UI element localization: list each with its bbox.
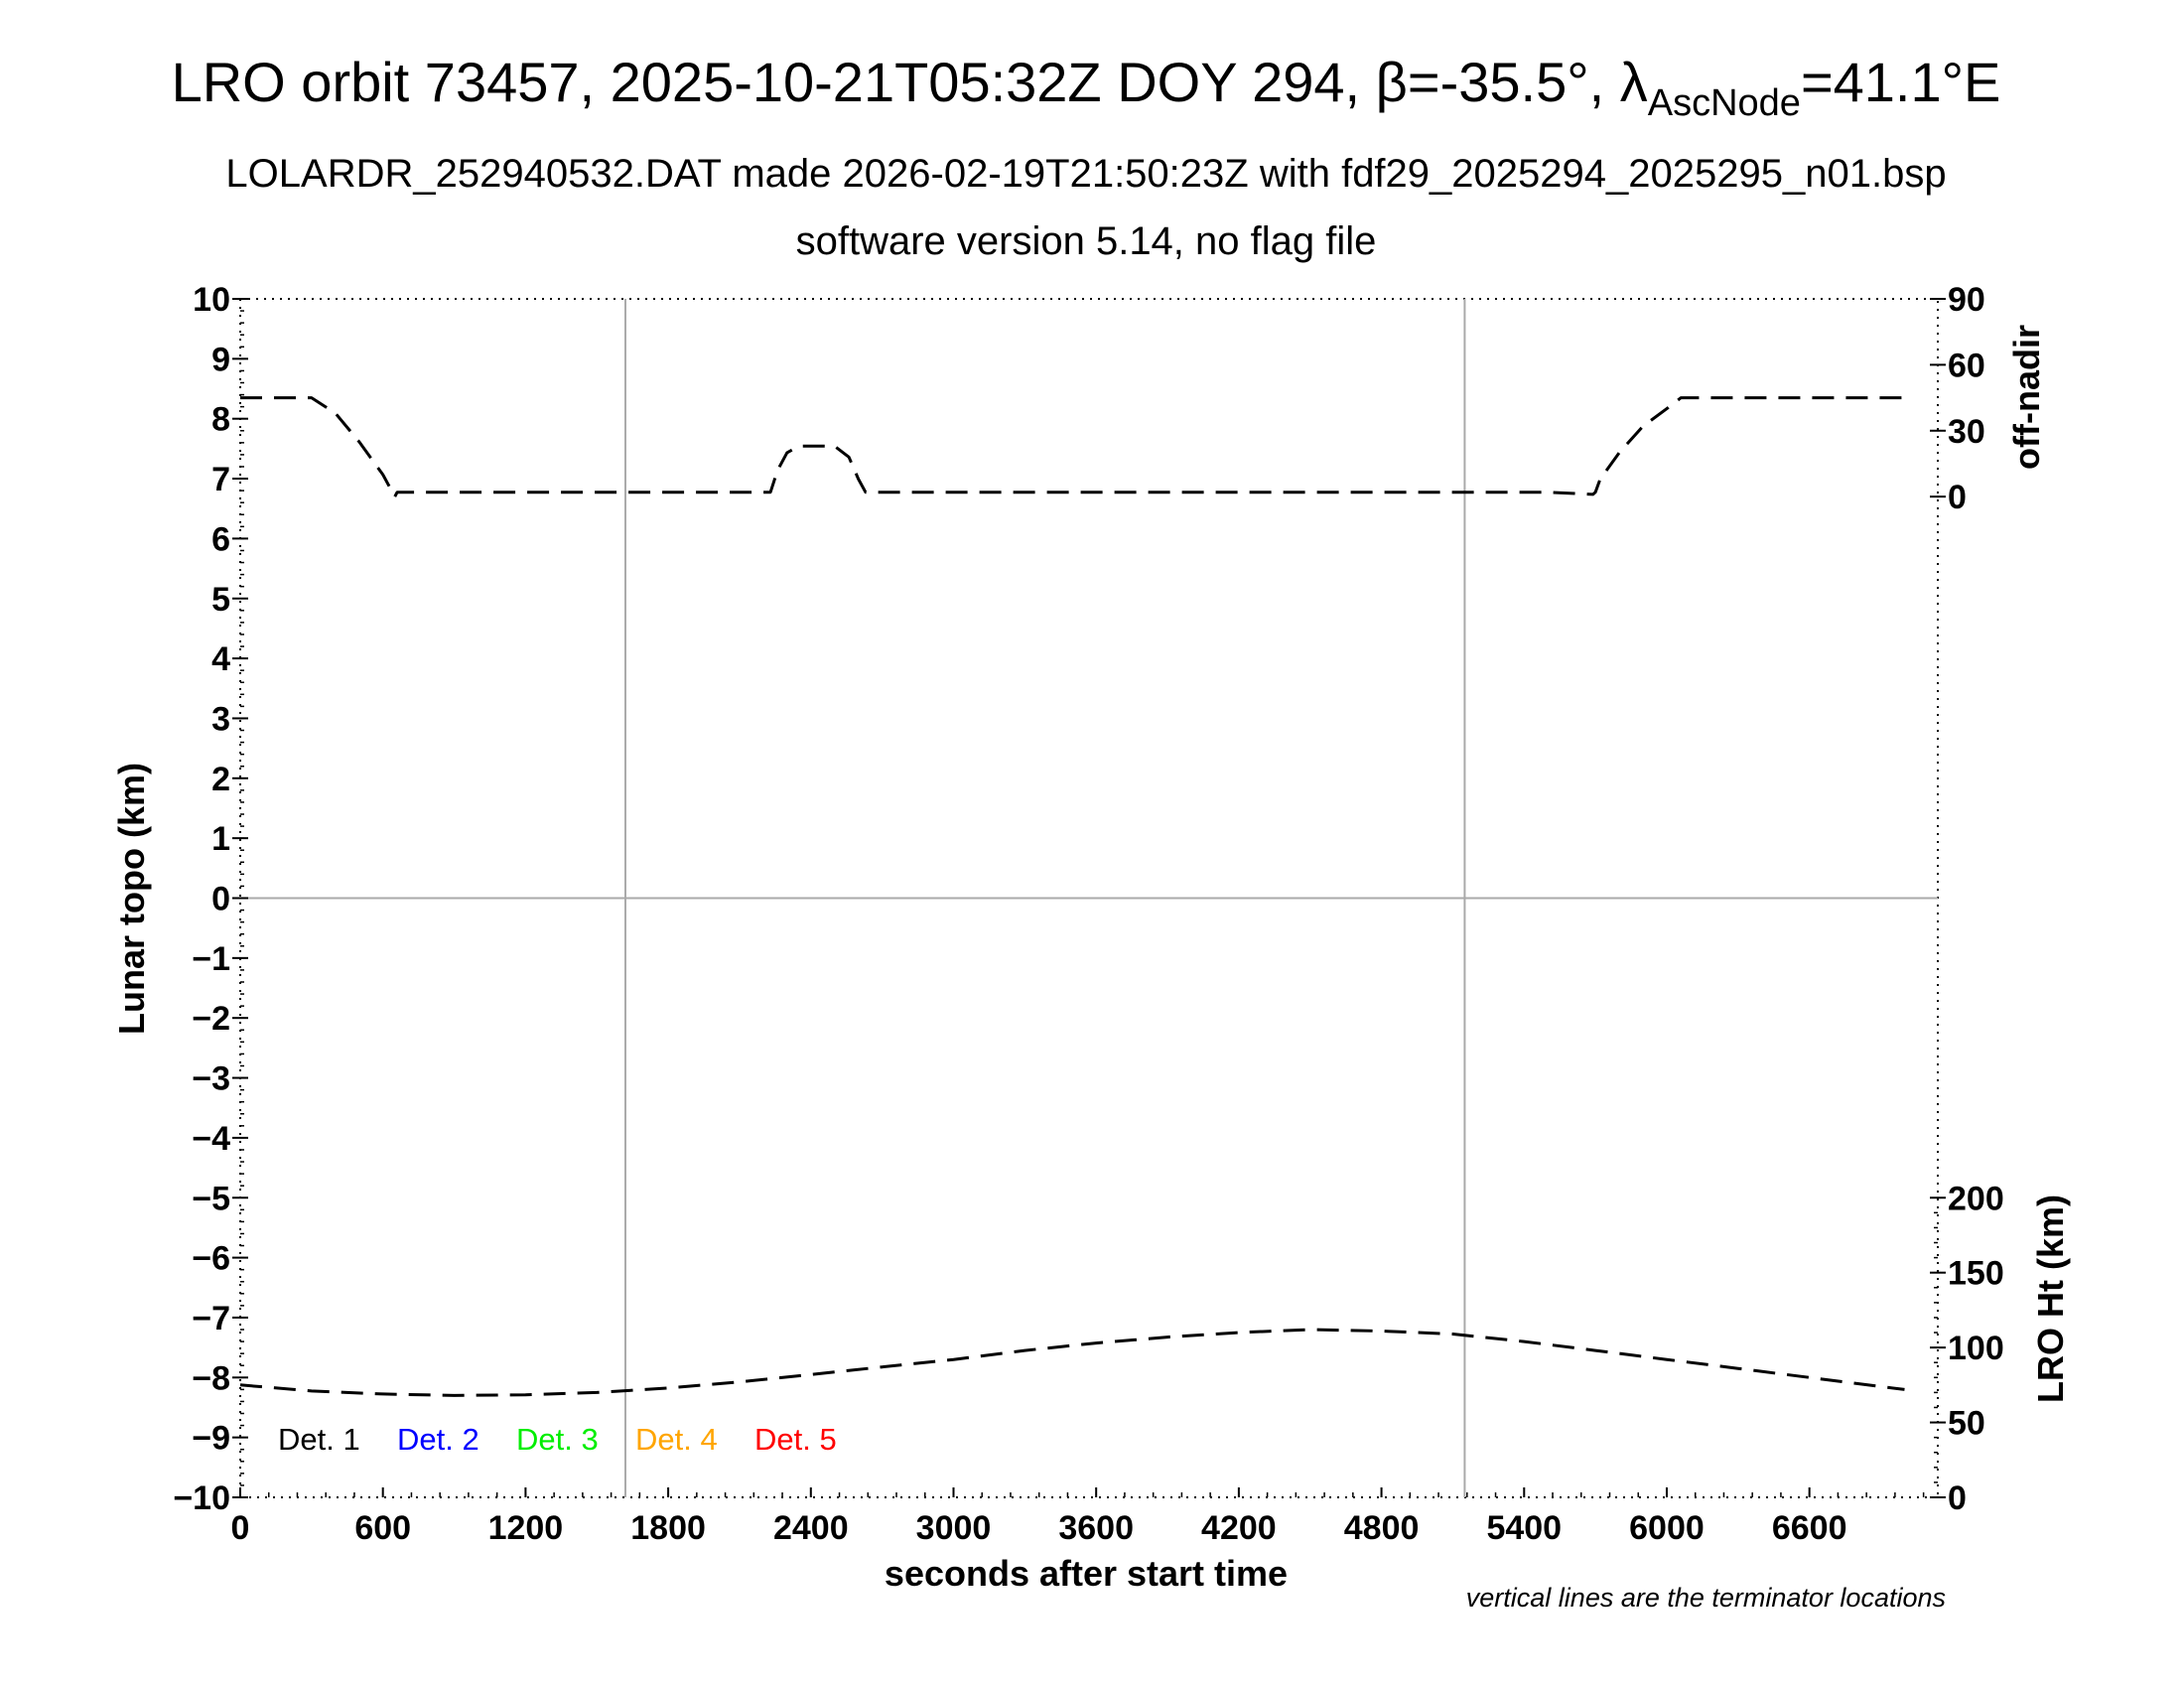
off-nadir-tick-label: 0 — [1948, 479, 1967, 516]
y-tick-label: 0 — [211, 881, 230, 918]
lro-ht-tick-label: 150 — [1948, 1255, 2004, 1293]
chart-title: LRO orbit 73457, 2025-10-21T05:32Z DOY 2… — [172, 51, 2001, 124]
y-tick-label: 5 — [211, 581, 230, 619]
legend-det-3: Det. 3 — [516, 1422, 599, 1457]
legend-det-2: Det. 2 — [397, 1422, 479, 1457]
x-tick-label: 0 — [231, 1509, 250, 1547]
off-nadir-tick-label: 30 — [1948, 413, 1985, 451]
title-beta: β=-35.5°, — [1376, 51, 1620, 113]
lro-ht-tick-label: 0 — [1948, 1479, 1967, 1517]
x-tick-label: 1800 — [630, 1509, 706, 1547]
terminator-note: vertical lines are the terminator locati… — [1466, 1583, 1946, 1613]
y-axis-label-left: Lunar topo (km) — [111, 763, 152, 1035]
y-tick-label: 2 — [211, 761, 230, 798]
y-axis-label-right-bottom: LRO Ht (km) — [2030, 1195, 2071, 1403]
y-tick-label: 1 — [211, 820, 230, 858]
y-tick-label: −7 — [192, 1300, 230, 1337]
chart-subtitle-file: LOLARDR_252940532.DAT made 2026-02-19T21… — [225, 152, 1946, 196]
off-nadir-tick-label: 90 — [1948, 281, 1985, 319]
y-tick-label: −9 — [192, 1420, 230, 1458]
y-tick-label: 3 — [211, 700, 230, 738]
title-main: LRO orbit 73457, 2025-10-21T05:32Z DOY 2… — [172, 51, 1376, 113]
x-tick-label: 6000 — [1629, 1509, 1705, 1547]
x-tick-label: 600 — [354, 1509, 411, 1547]
title-subscript: AscNode — [1648, 82, 1801, 124]
legend-det-4: Det. 4 — [635, 1422, 718, 1457]
y-axis-label-right-top: off-nadir — [2006, 325, 2047, 470]
x-tick-label: 1200 — [488, 1509, 564, 1547]
y-tick-label: −1 — [192, 940, 230, 978]
lro-ht-tick-label: 50 — [1948, 1405, 1985, 1443]
x-tick-label: 4800 — [1344, 1509, 1420, 1547]
x-tick-label: 3600 — [1058, 1509, 1134, 1547]
y-tick-label: −2 — [192, 1000, 230, 1038]
off-nadir-tick-label: 60 — [1948, 347, 1985, 384]
x-tick-label: 3000 — [916, 1509, 992, 1547]
y-tick-label: 6 — [211, 520, 230, 558]
legend-det-1: Det. 1 — [278, 1422, 360, 1457]
x-axis-label: seconds after start time — [885, 1553, 1288, 1594]
y-tick-label: −5 — [192, 1180, 230, 1217]
y-tick-label: 10 — [193, 281, 230, 319]
lro-ht-tick-label: 200 — [1948, 1180, 2004, 1217]
x-tick-label: 6600 — [1772, 1509, 1847, 1547]
y-tick-label: −6 — [192, 1240, 230, 1278]
legend: Det. 1 Det. 2 Det. 3 Det. 4 Det. 5 — [278, 1422, 837, 1457]
y-tick-label: −3 — [192, 1060, 230, 1098]
legend-det-5: Det. 5 — [754, 1422, 837, 1457]
y-tick-label: −8 — [192, 1359, 230, 1397]
x-tick-label: 5400 — [1486, 1509, 1562, 1547]
y-tick-label: −4 — [192, 1120, 230, 1158]
lro-height-series-line — [239, 1328, 1905, 1397]
y-tick-label: 8 — [211, 401, 230, 439]
y-tick-label: 7 — [211, 461, 230, 498]
y-tick-label: 9 — [211, 341, 230, 378]
x-tick-label: 2400 — [773, 1509, 849, 1547]
lro-ht-tick-label: 100 — [1948, 1330, 2004, 1367]
title-lambda: λ — [1620, 51, 1648, 113]
y-tick-label: −10 — [173, 1479, 230, 1517]
series-layer — [239, 396, 1905, 1397]
chart-subtitle-version: software version 5.14, no flag file — [796, 219, 1377, 263]
grid-layer — [240, 299, 1938, 1497]
off-nadir-series-line — [240, 396, 1905, 498]
x-tick-label: 4200 — [1201, 1509, 1277, 1547]
y-tick-label: 4 — [211, 640, 230, 678]
title-end: =41.1°E — [1801, 51, 2000, 113]
